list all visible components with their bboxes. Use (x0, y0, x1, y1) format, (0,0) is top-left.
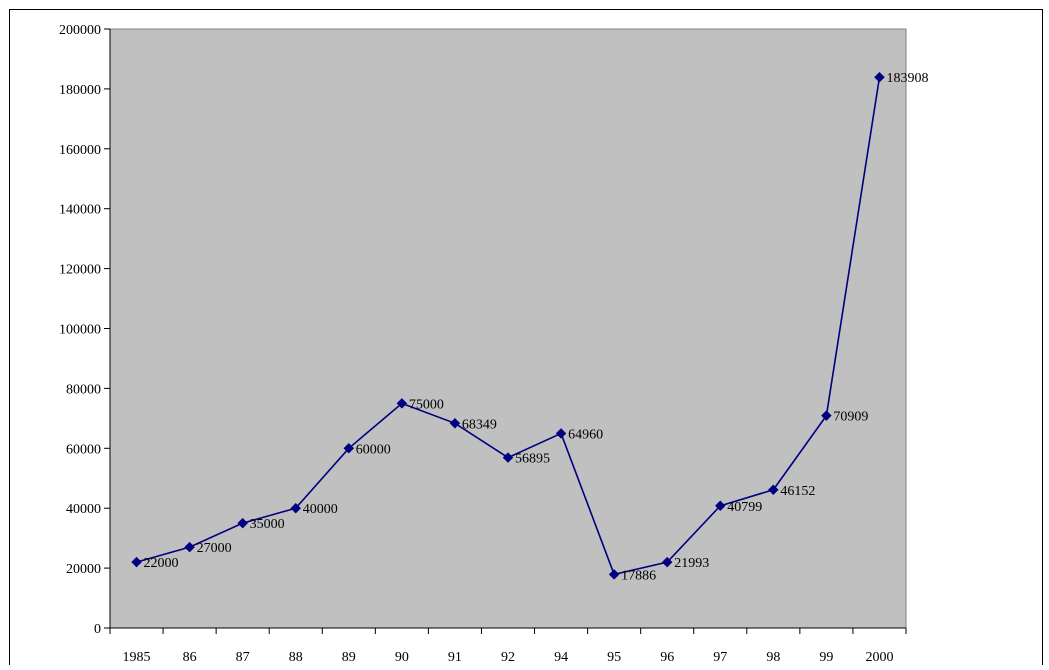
data-label: 40000 (303, 502, 338, 517)
data-point-marker (396, 398, 408, 409)
data-point-marker (555, 428, 567, 439)
x-tick-label: 92 (501, 650, 515, 665)
data-point-marker (184, 541, 195, 553)
data-label: 183908 (886, 71, 928, 86)
data-point-marker (874, 71, 885, 83)
data-label: 35000 (250, 517, 285, 532)
x-tick-label: 88 (289, 650, 303, 665)
x-tick-label: 95 (607, 650, 621, 665)
data-point-marker (131, 556, 142, 568)
data-label: 22000 (144, 556, 179, 571)
data-label: 40799 (727, 500, 762, 515)
y-tick-label: 80000 (66, 382, 101, 397)
x-tick-label: 90 (395, 650, 409, 665)
x-tick-label: 91 (448, 650, 462, 665)
data-point-marker (449, 417, 461, 429)
x-tick-label: 94 (554, 650, 568, 665)
x-tick-label: 99 (819, 650, 833, 665)
x-tick-label: 97 (713, 650, 727, 665)
x-tick-label: 96 (660, 650, 674, 665)
data-label: 21993 (674, 556, 709, 571)
data-label: 70909 (833, 410, 868, 425)
data-label: 17886 (621, 568, 656, 583)
data-point-marker (714, 500, 726, 512)
data-label: 56895 (515, 452, 550, 467)
data-label: 60000 (356, 442, 391, 457)
data-point-marker (290, 502, 302, 514)
x-tick-label: 2000 (865, 650, 893, 665)
y-tick-label: 20000 (66, 562, 101, 577)
y-tick-label: 60000 (66, 442, 101, 457)
x-tick-label: 86 (183, 650, 197, 665)
data-label: 75000 (409, 397, 444, 412)
data-point-marker (608, 569, 620, 580)
x-tick-label: 87 (236, 650, 250, 665)
y-tick-label: 180000 (59, 83, 101, 98)
data-point-marker (237, 517, 249, 529)
y-tick-label: 140000 (59, 203, 101, 218)
x-tick-label: 98 (766, 650, 780, 665)
series-layer (131, 71, 885, 580)
x-axis: 1985 86 87 88 89 90 91 92 94 95 96 97 98 99 2000 (109, 627, 907, 665)
x-tick-label: 89 (342, 650, 356, 665)
data-point-marker (661, 556, 673, 568)
data-label: 27000 (197, 541, 232, 556)
data-label: 46152 (780, 484, 815, 499)
y-tick-label: 120000 (59, 263, 101, 278)
y-axis: 0 20000 40000 60000 80000 100000 120000 140000 1… (59, 23, 111, 637)
y-tick-label: 200000 (59, 23, 101, 38)
data-point-marker (502, 452, 514, 463)
y-tick-label: 40000 (66, 502, 101, 517)
data-label: 68349 (462, 417, 497, 432)
x-tick-label: 1985 (123, 650, 151, 665)
data-point-marker (767, 484, 779, 496)
y-tick-label: 0 (94, 622, 101, 637)
data-label: 64960 (568, 427, 603, 442)
data-point-marker (821, 410, 832, 421)
y-tick-label: 160000 (59, 143, 101, 158)
data-point-marker (343, 442, 355, 454)
data-labels-layer: 22000 27000 35000 40000 60000 75000 68349 56895… (144, 71, 929, 583)
plot-area (109, 28, 907, 629)
y-tick-label: 100000 (59, 323, 101, 338)
